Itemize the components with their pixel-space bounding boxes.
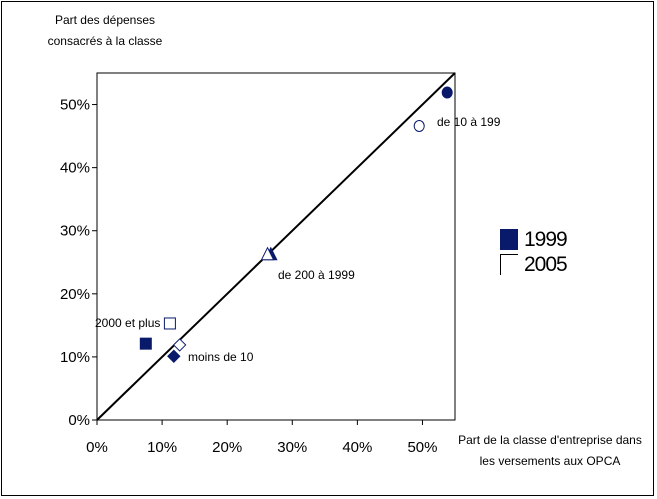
marker-2005-triangle — [260, 246, 275, 261]
x-axis-title: Part de la classe d'entreprise dans les … — [458, 433, 642, 468]
annotation-label: de 10 à 199 — [437, 115, 501, 129]
marker-1999-square — [139, 337, 152, 350]
marker-2005-diamond — [172, 338, 187, 352]
y-axis-title: Part des dépenses consacrés à la classe — [47, 13, 163, 48]
marker-2005-square — [163, 317, 176, 330]
y-tick-label: 0% — [68, 412, 90, 429]
marker-1999-circle — [441, 86, 453, 99]
annotation-label: de 200 à 1999 — [278, 268, 355, 282]
marker-2005-circle — [413, 119, 425, 132]
legend-swatch-open — [500, 254, 518, 275]
legend-label-1999: 1999 — [524, 227, 568, 251]
y-tick-label: 40% — [60, 160, 90, 177]
x-tick-label: 30% — [277, 439, 307, 456]
x-tick-label: 40% — [342, 439, 372, 456]
point-annotations: de 10 à 199 de 200 à 1999 2000 et plus moin… — [95, 115, 501, 364]
y-tick-label: 50% — [60, 97, 90, 114]
legend-swatch-filled — [500, 229, 518, 250]
y-tick-label: 10% — [60, 349, 90, 366]
reference-line — [96, 72, 456, 421]
y-tick-label: 20% — [60, 286, 90, 303]
x-axis-ticks: 0% 10% 20% 30% 40% 50% — [86, 420, 437, 456]
legend-label-2005: 2005 — [524, 252, 568, 276]
x-tick-label: 0% — [86, 439, 108, 456]
x-tick-label: 50% — [407, 439, 437, 456]
legend-entry-1999: 1999 — [500, 227, 568, 252]
annotation-label: 2000 et plus — [95, 316, 160, 330]
legend: 1999 2005 — [500, 227, 568, 277]
marker-1999-diamond — [167, 349, 181, 363]
x-tick-label: 10% — [147, 439, 177, 456]
annotation-label: moins de 10 — [188, 350, 254, 364]
x-tick-label: 20% — [212, 439, 242, 456]
legend-entry-2005: 2005 — [500, 252, 568, 277]
y-tick-label: 30% — [60, 223, 90, 240]
y-axis-ticks: 0% 10% 20% 30% 40% 50% — [60, 97, 97, 429]
data-markers — [139, 86, 453, 363]
